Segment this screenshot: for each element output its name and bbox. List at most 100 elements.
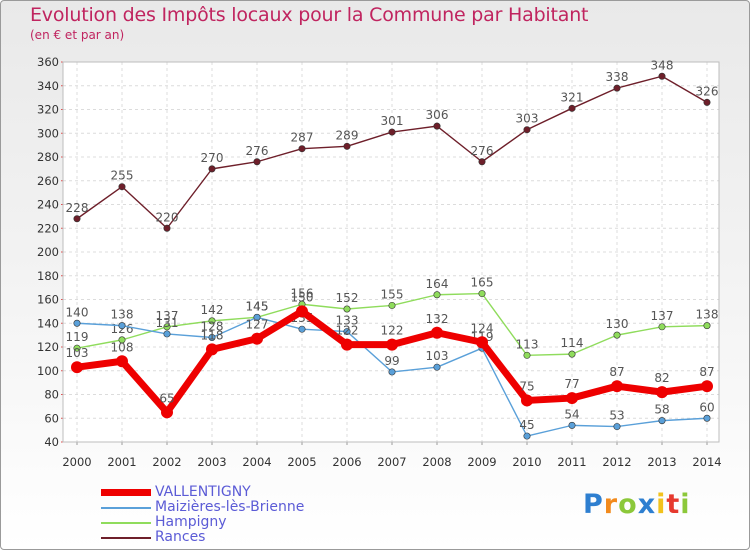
x-tick-label: 2002 bbox=[152, 455, 181, 469]
data-label: 137 bbox=[651, 309, 674, 323]
data-label: 53 bbox=[609, 409, 624, 423]
logo-letter: r bbox=[603, 489, 619, 520]
y-tick-label: 360 bbox=[37, 55, 59, 69]
data-label: 228 bbox=[66, 201, 89, 215]
data-point bbox=[298, 145, 306, 153]
data-label: 303 bbox=[516, 112, 539, 126]
data-point bbox=[388, 128, 396, 136]
data-point bbox=[656, 386, 668, 399]
data-point bbox=[163, 323, 171, 331]
data-label: 155 bbox=[381, 287, 404, 301]
x-tick-label: 2003 bbox=[197, 455, 226, 469]
data-point bbox=[478, 158, 486, 166]
x-tick-label: 2001 bbox=[107, 455, 136, 469]
logo-letter: t bbox=[666, 489, 681, 520]
data-point bbox=[343, 142, 351, 150]
y-tick-label: 80 bbox=[44, 388, 59, 402]
logo-letter: o bbox=[618, 489, 638, 520]
data-label: 127 bbox=[246, 318, 269, 332]
legend-swatch bbox=[101, 507, 151, 509]
data-label: 87 bbox=[609, 365, 624, 379]
data-point bbox=[613, 423, 621, 431]
logo-letter: x bbox=[637, 489, 657, 520]
data-label: 108 bbox=[111, 340, 134, 354]
data-label: 348 bbox=[651, 58, 674, 72]
data-point bbox=[658, 72, 666, 80]
data-label: 152 bbox=[336, 291, 359, 305]
legend-label: Hampigny bbox=[155, 514, 227, 530]
y-tick-label: 280 bbox=[37, 150, 59, 164]
legend-label: VALLENTIGNY bbox=[155, 484, 251, 500]
data-point bbox=[521, 394, 533, 407]
x-tick-label: 2010 bbox=[512, 455, 541, 469]
data-label: 58 bbox=[654, 403, 669, 417]
data-point bbox=[388, 368, 396, 376]
y-tick-label: 260 bbox=[37, 174, 59, 188]
data-point bbox=[431, 326, 443, 339]
data-label: 145 bbox=[246, 299, 269, 313]
data-point bbox=[701, 380, 713, 393]
data-point bbox=[566, 392, 578, 405]
data-point bbox=[73, 319, 81, 327]
data-label: 321 bbox=[561, 90, 584, 104]
y-tick-label: 180 bbox=[37, 269, 59, 283]
legend-swatch bbox=[101, 537, 151, 539]
data-label: 114 bbox=[561, 336, 584, 350]
data-point bbox=[118, 336, 126, 344]
data-point bbox=[208, 317, 216, 325]
data-label: 82 bbox=[654, 371, 669, 385]
data-point bbox=[251, 332, 263, 345]
data-point bbox=[208, 165, 216, 173]
x-tick-label: 2011 bbox=[557, 455, 586, 469]
data-point bbox=[568, 350, 576, 358]
data-label: 287 bbox=[291, 131, 314, 145]
x-tick-label: 2013 bbox=[647, 455, 676, 469]
data-label: 289 bbox=[336, 128, 359, 142]
data-label: 156 bbox=[291, 286, 314, 300]
data-label: 119 bbox=[66, 330, 89, 344]
y-tick-label: 40 bbox=[44, 435, 59, 449]
data-point bbox=[71, 361, 83, 374]
data-label: 338 bbox=[606, 70, 629, 84]
x-tick-label: 2012 bbox=[602, 455, 631, 469]
legend-swatch bbox=[101, 522, 151, 524]
data-label: 140 bbox=[66, 305, 89, 319]
data-label: 276 bbox=[246, 144, 269, 158]
data-point bbox=[343, 328, 351, 336]
proxiti-logo: Proxiti bbox=[583, 489, 691, 520]
data-point bbox=[116, 355, 128, 368]
data-label: 87 bbox=[699, 365, 714, 379]
data-label: 138 bbox=[111, 308, 134, 322]
logo-letter: P bbox=[583, 489, 604, 520]
data-label: 128 bbox=[201, 320, 224, 334]
data-point bbox=[611, 380, 623, 393]
x-tick-label: 2006 bbox=[332, 455, 361, 469]
data-label: 270 bbox=[201, 151, 224, 165]
x-tick-label: 2009 bbox=[467, 455, 496, 469]
data-label: 60 bbox=[699, 400, 714, 414]
data-label: 306 bbox=[426, 108, 449, 122]
series-rances: 228 255 220 270 276 287 289 301 306 276 303 321 338 3… bbox=[66, 58, 718, 232]
data-label: 145 bbox=[246, 299, 269, 313]
chart-legend: VALLENTIGNY Maizières-lès-Brienne Hampigny… bbox=[101, 485, 361, 545]
x-tick-label: 2004 bbox=[242, 455, 271, 469]
y-tick-label: 160 bbox=[37, 293, 59, 307]
y-tick-label: 200 bbox=[37, 245, 59, 259]
data-point bbox=[343, 305, 351, 313]
data-label: 150 bbox=[291, 290, 314, 304]
data-point bbox=[433, 363, 441, 371]
data-label: 220 bbox=[156, 210, 179, 224]
data-label: 75 bbox=[519, 379, 534, 393]
data-label: 137 bbox=[156, 309, 179, 323]
y-tick-label: 300 bbox=[37, 126, 59, 140]
data-point bbox=[476, 336, 488, 349]
data-point bbox=[161, 406, 173, 419]
data-label: 165 bbox=[471, 276, 494, 290]
data-label: 122 bbox=[381, 324, 404, 338]
data-point bbox=[523, 126, 531, 134]
data-point bbox=[253, 158, 261, 166]
data-point bbox=[208, 333, 216, 341]
x-tick-label: 2005 bbox=[287, 455, 316, 469]
data-point bbox=[118, 322, 126, 330]
plot-border bbox=[62, 61, 720, 443]
